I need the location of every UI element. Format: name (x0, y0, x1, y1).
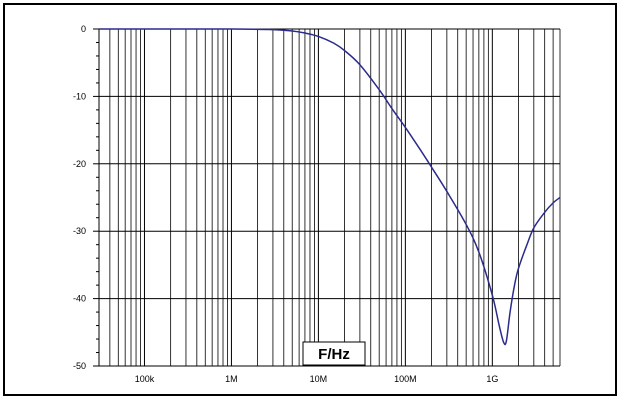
y-tick-label: -50 (73, 361, 86, 371)
y-tick-label: -10 (73, 91, 86, 101)
x-axis-title-box (302, 341, 366, 366)
x-tick-label: 10M (310, 374, 328, 384)
series-line (98, 28, 561, 346)
frequency-response-chart: 0 -10 -20 -30 -40 -50 100k 1M 10M 100M 1G F/Hz (73, 24, 561, 384)
x-tick-label: 1M (225, 374, 238, 384)
x-tick-label: 100M (394, 374, 417, 384)
y-tick-label: 0 (81, 24, 86, 34)
chart-frame: 0 -10 -20 -30 -40 -50 100k 1M 10M 100M 1G F/Hz (3, 3, 617, 396)
x-tick-label: 100k (135, 374, 155, 384)
x-tick-label: 1G (486, 374, 498, 384)
x-axis-title: F/Hz (318, 346, 350, 363)
y-tick-label: -30 (73, 226, 86, 236)
y-tick-label: -20 (73, 159, 86, 169)
y-tick-label: -40 (73, 294, 86, 304)
